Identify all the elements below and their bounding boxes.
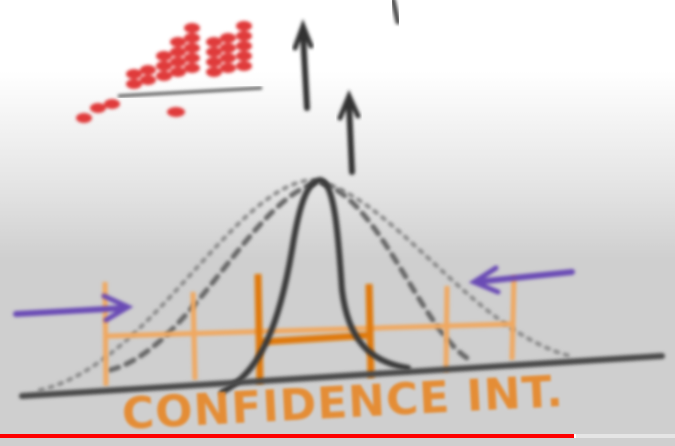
video-progress-marker [573,434,576,438]
histogram-dot [236,31,252,41]
histogram-dot [156,51,172,61]
histogram-dot [76,113,92,123]
histogram-dot [184,53,200,63]
histogram-dot [236,41,252,51]
histogram-dot [156,61,172,71]
histogram-dot [220,33,236,43]
baseline-axis [19,353,665,399]
narrow-bell-curve [219,176,411,395]
histogram-dot [184,23,200,33]
histogram-dot [140,65,156,75]
histogram-dot [236,21,252,31]
histogram-dots [76,21,252,123]
histogram-dot [184,43,200,53]
outer-interval [102,275,517,387]
histogram-dot [184,63,200,73]
top-edge-arrow [390,0,401,25]
histogram-dot [140,75,156,85]
wide-curve-dotted [38,177,572,392]
histogram-dot [220,53,236,63]
histogram-dot [170,57,186,67]
right-arrow [468,265,575,295]
histogram-dot [170,67,186,77]
histogram-dot [236,51,252,61]
histogram-dot [220,63,236,73]
histogram-dot [206,47,222,57]
histogram-dot [206,57,222,67]
histogram-dot [170,47,186,57]
histogram-dot [220,43,236,53]
left-arrow [13,293,134,323]
histogram-dot [170,37,186,47]
histogram-dot [126,69,142,79]
video-progress-bar[interactable] [0,434,675,438]
up-arrow-left [292,18,314,111]
histogram-dot [167,107,185,117]
histogram-dot [156,71,172,81]
up-arrow-right [337,89,361,175]
histogram-dot [90,103,106,113]
histogram-dot [236,61,252,71]
histogram-dot [184,33,200,43]
histogram-dot [206,37,222,47]
medium-curve-dashed [107,179,473,373]
histogram-dot [104,99,120,109]
histogram-dot [126,79,142,89]
video-progress-played [0,434,574,438]
histogram-dot [206,67,222,77]
histogram-baseline [117,86,263,98]
